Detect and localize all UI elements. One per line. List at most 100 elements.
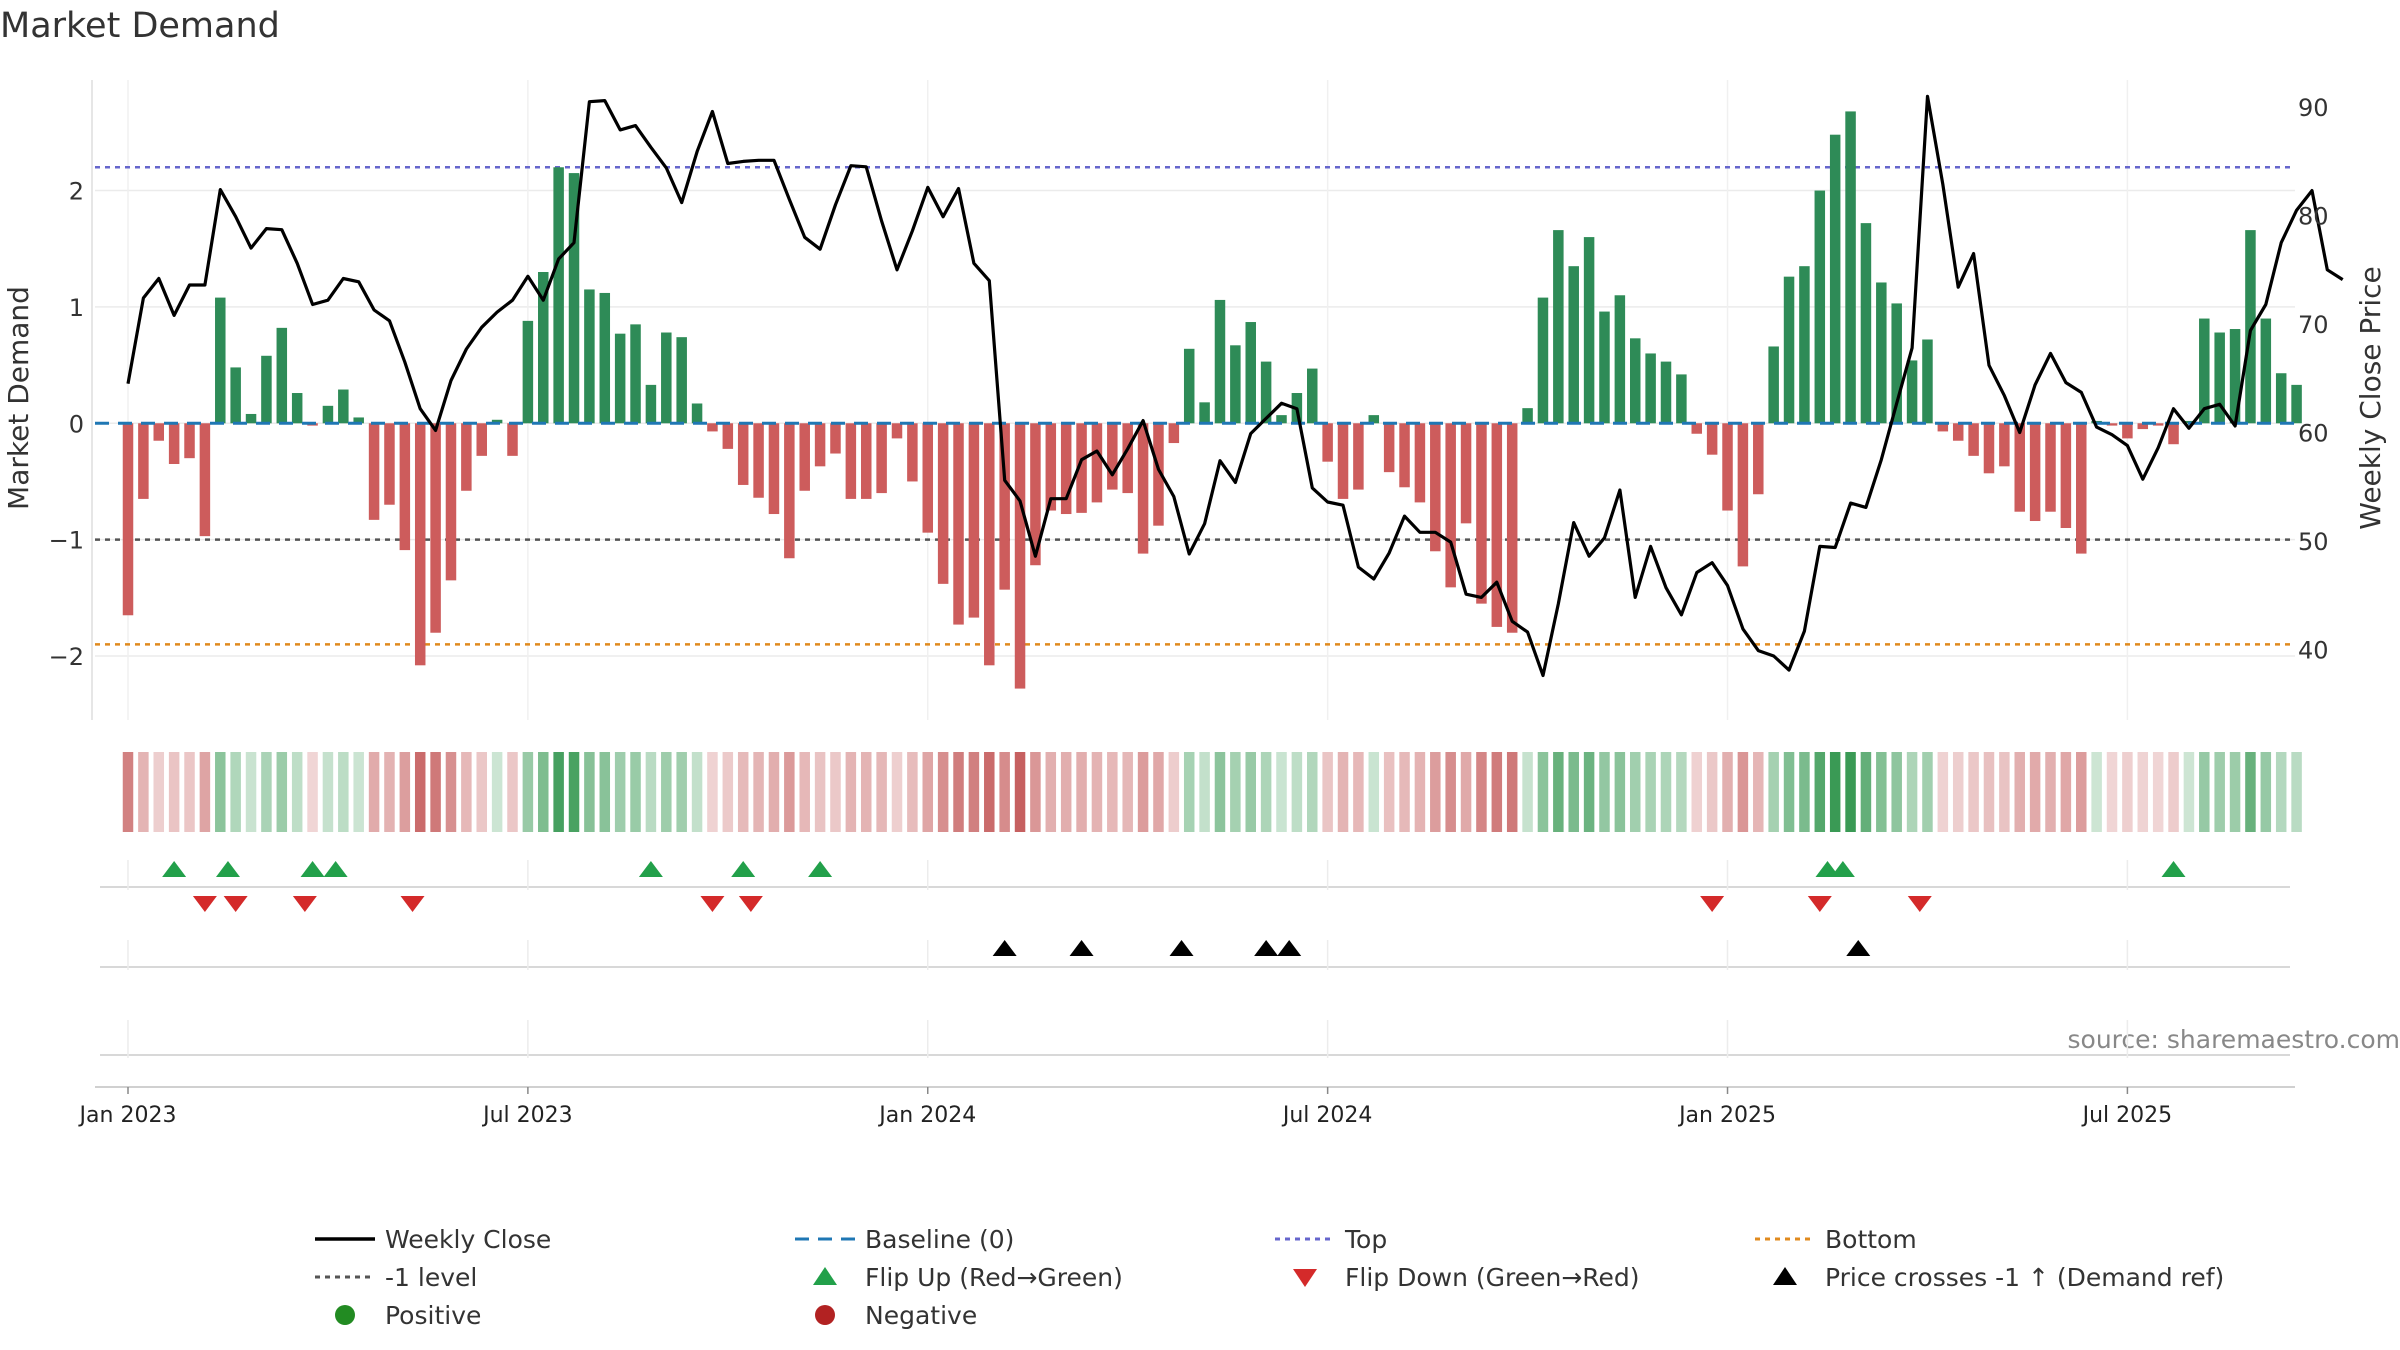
demand-bar bbox=[2014, 423, 2025, 512]
demand-bar bbox=[799, 423, 810, 491]
demand-bar bbox=[2060, 423, 2072, 528]
heat-cell bbox=[1968, 752, 1979, 832]
demand-bar bbox=[1891, 303, 1902, 424]
flip-up-marker bbox=[808, 861, 833, 877]
demand-bar bbox=[1045, 423, 1057, 511]
heat-cell bbox=[768, 752, 780, 832]
heat-cell bbox=[2029, 752, 2041, 832]
demand-bar bbox=[168, 423, 180, 464]
heat-cell bbox=[2245, 752, 2256, 832]
heat-cell bbox=[2014, 752, 2025, 832]
demand-bar bbox=[860, 423, 872, 499]
demand-bar bbox=[522, 320, 534, 424]
demand-bar bbox=[1799, 266, 1810, 424]
heat-cell bbox=[1322, 752, 1333, 832]
heat-cell bbox=[614, 752, 626, 832]
heat-cell bbox=[2106, 752, 2118, 832]
demand-bar bbox=[999, 423, 1010, 590]
demand-bar bbox=[2275, 373, 2287, 424]
heat-cell bbox=[984, 752, 995, 832]
demand-bar bbox=[984, 423, 995, 666]
heat-cell bbox=[860, 752, 872, 832]
demand-bar bbox=[1014, 423, 1026, 689]
y-axis-label-left: Market Demand bbox=[2, 286, 35, 510]
demand-bar bbox=[1137, 423, 1149, 554]
demand-bar bbox=[1614, 295, 1626, 424]
heat-cell bbox=[122, 752, 134, 832]
heat-cell bbox=[1107, 752, 1118, 832]
heat-cell bbox=[1353, 752, 1364, 832]
heat-cell bbox=[1799, 752, 1810, 832]
demand-bar bbox=[1753, 423, 1764, 495]
demand-bar bbox=[845, 423, 857, 499]
demand-bar bbox=[353, 417, 364, 424]
heat-cell bbox=[2045, 752, 2056, 832]
heat-cell bbox=[1660, 752, 1672, 832]
demand-bar bbox=[1276, 415, 1287, 424]
demand-bar bbox=[661, 332, 672, 424]
demand-bar bbox=[276, 327, 288, 424]
heat-cell bbox=[922, 752, 934, 832]
heat-cell bbox=[245, 752, 257, 832]
demand-bar bbox=[430, 423, 441, 633]
demand-bar bbox=[2229, 329, 2241, 424]
x-tick-label: Jan 2025 bbox=[1677, 1103, 1776, 1128]
demand-bar bbox=[630, 324, 641, 424]
legend-label: Flip Down (Green→Red) bbox=[1345, 1263, 1640, 1292]
demand-bar bbox=[2152, 423, 2164, 426]
flip-up-marker bbox=[731, 861, 756, 877]
demand-bar bbox=[1122, 423, 1133, 494]
heat-cell bbox=[753, 752, 764, 832]
demand-bar bbox=[461, 423, 472, 491]
heat-cell bbox=[1476, 752, 1487, 832]
heat-cell bbox=[353, 752, 364, 832]
demand-bar bbox=[2245, 230, 2256, 424]
heat-cell bbox=[999, 752, 1010, 832]
demand-bar bbox=[1999, 423, 2010, 467]
y-tick-label-right: 80 bbox=[2298, 203, 2329, 231]
legend-label: Top bbox=[1344, 1225, 1387, 1254]
demand-bar bbox=[322, 405, 334, 424]
price-layer bbox=[126, 94, 2344, 678]
demand-bar bbox=[1583, 237, 1595, 424]
y-tick-label: 2 bbox=[69, 178, 84, 206]
demand-bar bbox=[215, 297, 226, 424]
demand-bar bbox=[553, 167, 564, 424]
demand-bar bbox=[1322, 423, 1333, 462]
heat-cell bbox=[553, 752, 564, 832]
demand-bar bbox=[2199, 318, 2210, 424]
demand-bar bbox=[1568, 266, 1579, 424]
heat-cell bbox=[1629, 752, 1641, 832]
demand-bars bbox=[122, 111, 2302, 689]
y-tick-label-right: 90 bbox=[2298, 94, 2329, 122]
heat-cell bbox=[1168, 752, 1180, 832]
heat-cell bbox=[384, 752, 395, 832]
heat-cell bbox=[1522, 752, 1533, 832]
heat-cell bbox=[1814, 752, 1826, 832]
price-cross-marker bbox=[1277, 940, 1302, 956]
flip-up-marker bbox=[2161, 861, 2186, 877]
heat-cell bbox=[491, 752, 503, 832]
y-axis-label-right: Weekly Close Price bbox=[2354, 266, 2387, 529]
flip-up-marker bbox=[1830, 861, 1855, 877]
legend-swatch bbox=[813, 1267, 837, 1285]
heat-cell bbox=[722, 752, 734, 832]
demand-bar bbox=[1091, 423, 1103, 503]
demand-heat-strip bbox=[122, 752, 2302, 832]
y-tick-label: −2 bbox=[49, 643, 84, 671]
y-tick-label-right: 50 bbox=[2298, 528, 2329, 556]
demand-bar bbox=[907, 423, 918, 482]
heat-cell bbox=[2152, 752, 2164, 832]
demand-bar bbox=[1337, 423, 1349, 499]
demand-bar bbox=[707, 423, 718, 432]
flip-down-marker bbox=[700, 896, 725, 912]
demand-bar bbox=[830, 423, 841, 454]
heat-cell bbox=[1460, 752, 1472, 832]
price-cross-marker bbox=[992, 940, 1017, 956]
heat-cell bbox=[1860, 752, 1872, 832]
heat-cell bbox=[1737, 752, 1749, 832]
demand-bar bbox=[1414, 423, 1426, 503]
demand-bar bbox=[1460, 423, 1472, 524]
heat-cell bbox=[138, 752, 149, 832]
heat-cell bbox=[1952, 752, 1964, 832]
